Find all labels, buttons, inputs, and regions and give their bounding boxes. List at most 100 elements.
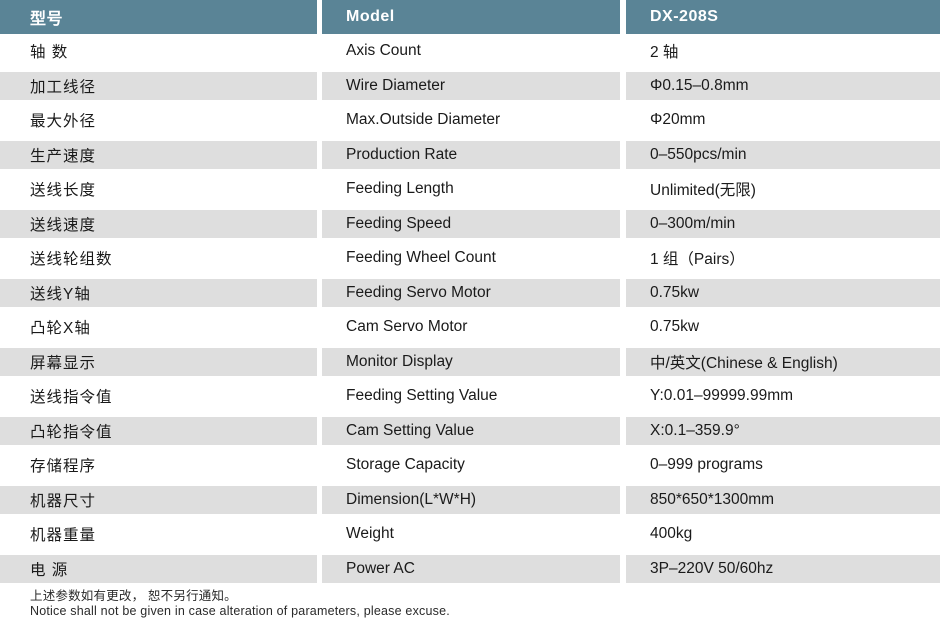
column-divider: [620, 137, 626, 172]
spec-label-cn: 送线轮组数: [0, 241, 317, 276]
column-divider: [620, 103, 626, 138]
column-divider: [620, 344, 626, 379]
spec-value: 0–999 programs: [626, 448, 940, 483]
spec-value: 850*650*1300mm: [626, 482, 940, 517]
column-divider: [620, 275, 626, 310]
spec-label-en: Production Rate: [322, 137, 620, 172]
column-divider: [317, 172, 322, 207]
spec-row: 机器重量 Weight 400kg: [0, 517, 940, 552]
spec-label-en: Cam Servo Motor: [322, 310, 620, 345]
spec-label-cn: 机器重量: [0, 517, 317, 552]
spec-row: 机器尺寸 Dimension(L*W*H) 850*650*1300mm: [0, 482, 940, 517]
spec-row: 电 源 Power AC 3P–220V 50/60hz: [0, 551, 940, 586]
column-divider: [317, 34, 322, 69]
spec-row: 送线速度 Feeding Speed 0–300m/min: [0, 206, 940, 241]
spec-label-cn: 轴 数: [0, 34, 317, 69]
spec-label-cn: 送线长度: [0, 172, 317, 207]
spec-row: 送线指令值 Feeding Setting Value Y:0.01–99999.9…: [0, 379, 940, 414]
column-divider: [620, 68, 626, 103]
footer-note: 上述参数如有更改， 恕不另行通知。 Notice shall not be gi…: [0, 586, 940, 619]
spec-label-cn: 屏幕显示: [0, 344, 317, 379]
column-divider: [620, 172, 626, 207]
column-divider: [317, 310, 322, 345]
spec-label-cn: 送线Y轴: [0, 275, 317, 310]
spec-row: 凸轮X轴 Cam Servo Motor 0.75kw: [0, 310, 940, 345]
spec-label-cn: 存储程序: [0, 448, 317, 483]
spec-row: 轴 数 Axis Count 2 轴: [0, 34, 940, 69]
footer-note-cn: 上述参数如有更改， 恕不另行通知。: [30, 589, 237, 603]
column-divider: [620, 482, 626, 517]
spec-row: 最大外径 Max.Outside Diameter Φ20mm: [0, 103, 940, 138]
spec-label-cn: 送线指令值: [0, 379, 317, 414]
spec-label-cn: 最大外径: [0, 103, 317, 138]
column-divider: [317, 413, 322, 448]
spec-row: 送线Y轴 Feeding Servo Motor 0.75kw: [0, 275, 940, 310]
column-divider: [317, 68, 322, 103]
spec-label-cn: 加工线径: [0, 68, 317, 103]
column-divider: [620, 379, 626, 414]
column-divider: [317, 482, 322, 517]
column-divider: [620, 448, 626, 483]
column-divider: [620, 241, 626, 276]
header-cell-model-cn: 型号: [0, 0, 317, 34]
spec-value: 1 组（Pairs）: [626, 241, 940, 276]
column-divider: [317, 344, 322, 379]
spec-row: 加工线径 Wire Diameter Φ0.15–0.8mm: [0, 68, 940, 103]
spec-label-en: Feeding Speed: [322, 206, 620, 241]
spec-table: 型号 Model DX-208S 轴 数 Axis Count 2 轴加工线径 Wir…: [0, 0, 940, 586]
column-divider: [317, 137, 322, 172]
spec-label-cn: 送线速度: [0, 206, 317, 241]
spec-label-en: Wire Diameter: [322, 68, 620, 103]
spec-label-en: Feeding Length: [322, 172, 620, 207]
spec-label-cn: 凸轮指令值: [0, 413, 317, 448]
spec-value: 0.75kw: [626, 310, 940, 345]
column-divider: [620, 0, 626, 34]
spec-label-en: Power AC: [322, 551, 620, 586]
spec-row: 存储程序 Storage Capacity 0–999 programs: [0, 448, 940, 483]
header-cell-model-value: DX-208S: [626, 0, 940, 34]
column-divider: [317, 0, 322, 34]
spec-label-en: Feeding Wheel Count: [322, 241, 620, 276]
column-divider: [317, 103, 322, 138]
spec-value: 2 轴: [626, 34, 940, 69]
header-cell-model-en: Model: [322, 0, 620, 34]
footer-note-en: Notice shall not be given in case altera…: [30, 603, 450, 618]
column-divider: [620, 34, 626, 69]
spec-value: 0–550pcs/min: [626, 137, 940, 172]
spec-label-en: Cam Setting Value: [322, 413, 620, 448]
spec-value: 400kg: [626, 517, 940, 552]
column-divider: [620, 206, 626, 241]
spec-value: 中/英文(Chinese & English): [626, 344, 940, 379]
spec-value: Φ20mm: [626, 103, 940, 138]
column-divider: [317, 379, 322, 414]
spec-label-cn: 电 源: [0, 551, 317, 586]
spec-label-en: Weight: [322, 517, 620, 552]
spec-label-cn: 机器尺寸: [0, 482, 317, 517]
spec-label-en: Feeding Setting Value: [322, 379, 620, 414]
spec-value: 0.75kw: [626, 275, 940, 310]
spec-label-cn: 凸轮X轴: [0, 310, 317, 345]
table-body: 轴 数 Axis Count 2 轴加工线径 Wire Diameter Φ0.15–0…: [0, 34, 940, 586]
column-divider: [620, 413, 626, 448]
spec-row: 凸轮指令值 Cam Setting Value X:0.1–359.9°: [0, 413, 940, 448]
spec-row: 生产速度 Production Rate 0–550pcs/min: [0, 137, 940, 172]
spec-value: Φ0.15–0.8mm: [626, 68, 940, 103]
column-divider: [317, 517, 322, 552]
column-divider: [317, 241, 322, 276]
spec-row: 屏幕显示 Monitor Display 中/英文(Chinese & Englis…: [0, 344, 940, 379]
spec-row: 送线轮组数 Feeding Wheel Count 1 组（Pairs）: [0, 241, 940, 276]
column-divider: [620, 517, 626, 552]
spec-label-en: Axis Count: [322, 34, 620, 69]
spec-label-en: Feeding Servo Motor: [322, 275, 620, 310]
spec-value: Unlimited(无限): [626, 172, 940, 207]
spec-label-en: Monitor Display: [322, 344, 620, 379]
spec-value: 3P–220V 50/60hz: [626, 551, 940, 586]
column-divider: [620, 551, 626, 586]
column-divider: [317, 551, 322, 586]
spec-value: Y:0.01–99999.99mm: [626, 379, 940, 414]
column-divider: [620, 310, 626, 345]
spec-label-en: Storage Capacity: [322, 448, 620, 483]
spec-value: X:0.1–359.9°: [626, 413, 940, 448]
spec-label-en: Dimension(L*W*H): [322, 482, 620, 517]
spec-label-cn: 生产速度: [0, 137, 317, 172]
